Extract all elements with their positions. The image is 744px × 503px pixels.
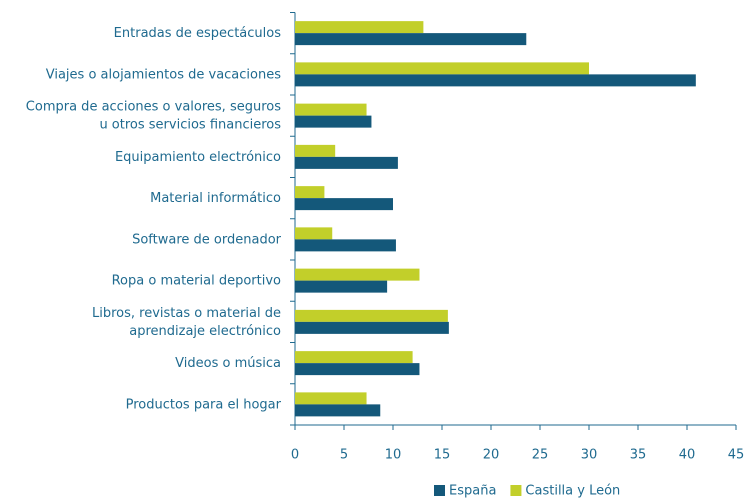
bar xyxy=(295,363,420,376)
bar xyxy=(295,144,336,157)
category-label-line: Entradas de espectáculos xyxy=(114,26,282,41)
category-label: Compra de acciones o valores, seguros u o… xyxy=(26,99,281,132)
category-label-line: Equipamiento electrónico xyxy=(115,149,281,164)
bar xyxy=(295,404,381,417)
bar xyxy=(295,392,367,405)
legend-label: España xyxy=(449,484,496,499)
bar xyxy=(295,62,589,75)
bar xyxy=(295,21,424,34)
bar xyxy=(295,268,420,281)
bar xyxy=(295,115,372,128)
bar xyxy=(295,33,527,46)
bar xyxy=(295,321,449,334)
category-label-line: Videos o música xyxy=(175,356,281,371)
category-label-line: Compra de acciones o valores, seguros xyxy=(26,99,281,114)
x-tick-label: 0 xyxy=(291,448,299,463)
category-label: Material informático xyxy=(150,191,281,206)
x-tick-label: 25 xyxy=(532,448,549,463)
category-label: Libros, revistas o material de aprendizaj… xyxy=(92,305,281,338)
category-label: Videos o música xyxy=(175,356,281,371)
category-label-line: Material informático xyxy=(150,191,281,206)
x-tick-label: 5 xyxy=(340,448,348,463)
category-label-line: Ropa o material deportivo xyxy=(112,273,281,288)
bar xyxy=(295,156,398,169)
category-label-line: Productos para el hogar xyxy=(126,397,282,412)
legend-swatch xyxy=(434,485,445,496)
category-label: Productos para el hogar xyxy=(126,397,282,412)
legend-label: Castilla y León xyxy=(525,484,620,499)
x-tick-label: 10 xyxy=(385,448,402,463)
x-tick-label: 45 xyxy=(728,448,744,463)
x-tick-label: 30 xyxy=(581,448,598,463)
x-tick-label: 40 xyxy=(679,448,696,463)
legend-swatch xyxy=(510,485,522,496)
category-label-line: u otros servicios financieros xyxy=(99,117,281,132)
bar xyxy=(295,74,696,87)
category-label: Viajes o alojamientos de vacaciones xyxy=(46,67,281,82)
category-label-line: Libros, revistas o material de xyxy=(92,305,281,320)
bar xyxy=(295,198,393,211)
x-tick-label: 15 xyxy=(434,448,451,463)
category-label-line: Software de ordenador xyxy=(132,232,282,247)
category-label: Entradas de espectáculos xyxy=(114,26,282,41)
bar xyxy=(295,227,333,240)
x-tick-label: 20 xyxy=(483,448,500,463)
category-label: Ropa o material deportivo xyxy=(112,273,281,288)
bar xyxy=(295,103,367,116)
category-label: Equipamiento electrónico xyxy=(115,149,281,164)
bar xyxy=(295,280,388,293)
category-label-line: aprendizaje electrónico xyxy=(129,323,281,338)
bar xyxy=(295,186,325,199)
bar xyxy=(295,239,396,252)
bar xyxy=(295,351,413,364)
category-label: Software de ordenador xyxy=(132,232,282,247)
x-tick-label: 35 xyxy=(630,448,647,463)
bar xyxy=(295,309,448,322)
category-label-line: Viajes o alojamientos de vacaciones xyxy=(46,67,281,82)
